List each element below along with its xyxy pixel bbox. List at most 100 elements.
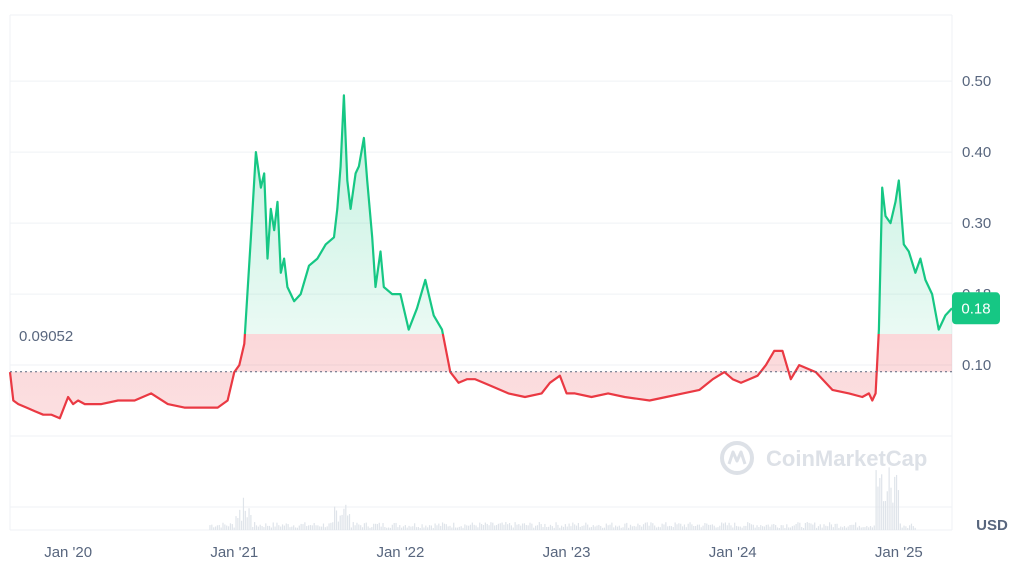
volume-bar <box>791 526 793 530</box>
volume-bar <box>540 524 542 530</box>
volume-bar <box>248 508 250 530</box>
volume-bar <box>601 527 604 530</box>
volume-bar <box>298 525 300 530</box>
volume-bar <box>389 527 392 530</box>
volume-bar <box>644 522 646 530</box>
volume-bar <box>862 527 864 530</box>
volume-bar <box>430 525 432 530</box>
volume-bar <box>415 527 418 530</box>
volume-bar <box>382 523 384 530</box>
volume-bar <box>879 478 881 530</box>
volume-bar <box>728 522 730 530</box>
volume-bar <box>797 522 799 530</box>
volume-bar <box>652 523 654 530</box>
volume-bar <box>222 522 224 530</box>
volume-bar <box>912 526 914 530</box>
volume-bar <box>352 522 354 530</box>
coinmarketcap-logo-icon <box>720 441 754 475</box>
watermark: CoinMarketCap <box>720 441 927 475</box>
volume-bar <box>233 527 235 530</box>
volume-bar <box>278 525 280 530</box>
volume-bar <box>350 527 352 530</box>
volume-bar <box>894 476 896 530</box>
volume-bar <box>224 524 226 530</box>
volume-bar <box>709 524 712 530</box>
volume-bar <box>414 523 416 530</box>
volume-bar <box>525 524 527 530</box>
volume-bar <box>566 526 568 530</box>
volume-bar <box>544 523 546 530</box>
volume-bar <box>250 514 252 530</box>
volume-bar <box>786 524 788 530</box>
volume-bar <box>775 525 777 530</box>
volume-bar <box>594 526 596 530</box>
volume-bar <box>453 522 455 530</box>
y-tick-label: 0.50 <box>962 73 991 90</box>
volume-bar <box>713 525 715 530</box>
volume-bar <box>280 526 282 530</box>
volume-bar <box>678 523 680 530</box>
volume-bar <box>853 524 855 530</box>
y-tick-label: 0.30 <box>962 215 991 232</box>
volume-bar <box>304 522 306 530</box>
volume-bar <box>648 525 650 530</box>
volume-bar <box>412 526 414 530</box>
volume-bar <box>322 523 325 530</box>
volume-bar <box>613 527 615 530</box>
volume-bar <box>795 523 797 530</box>
volume-bar <box>257 526 259 530</box>
volume-bar <box>518 524 520 530</box>
volume-bar <box>583 525 585 530</box>
volume-bar <box>778 527 780 530</box>
volume-bar <box>743 525 745 530</box>
volume-bar <box>227 526 230 530</box>
volume-bar <box>417 527 419 530</box>
volume-bar <box>754 527 756 530</box>
volume-bar <box>330 522 332 530</box>
volume-bar <box>884 500 887 530</box>
volume-bar <box>767 524 769 530</box>
volume-bar <box>750 524 753 530</box>
volume-bar <box>788 527 790 530</box>
volume-bar <box>512 527 514 530</box>
volume-bar <box>549 524 552 530</box>
volume-bar <box>311 525 313 530</box>
volume-bar <box>300 523 302 530</box>
volume-bar <box>828 522 831 530</box>
volume-bar <box>265 523 267 530</box>
volume-bar <box>343 508 345 530</box>
volume-bar <box>287 524 289 530</box>
volume-bar <box>611 522 613 530</box>
volume-bar <box>827 526 829 530</box>
volume-bar <box>574 524 576 530</box>
volume-bar <box>681 526 684 530</box>
volume-bar <box>469 524 472 530</box>
volume-bar <box>659 527 661 530</box>
volume-bar <box>668 525 671 530</box>
volume-bar <box>895 474 898 530</box>
volume-bar <box>760 525 762 530</box>
volume-bar <box>628 527 630 530</box>
volume-bar <box>538 522 540 530</box>
volume-bar <box>302 524 304 530</box>
volume-bar <box>663 524 665 530</box>
volume-bar <box>259 524 261 530</box>
price-area <box>10 95 952 419</box>
volume-bar <box>655 527 658 530</box>
volume-bar <box>886 491 888 530</box>
volume-bar <box>261 526 263 530</box>
baseline-label-bg <box>12 324 92 346</box>
volume-bar <box>296 527 299 530</box>
volume-bar <box>780 525 782 530</box>
volume-bar <box>607 525 609 530</box>
volume-bar <box>384 526 386 530</box>
volume-bar <box>650 522 652 530</box>
volume-bar <box>620 527 622 530</box>
volume-bar <box>756 525 758 530</box>
volume-bar <box>391 524 393 530</box>
volume-bar <box>654 525 656 530</box>
volume-bar <box>404 525 406 530</box>
volume-bar <box>356 522 358 530</box>
volume-bar <box>374 523 377 530</box>
volume-bar <box>907 527 909 530</box>
